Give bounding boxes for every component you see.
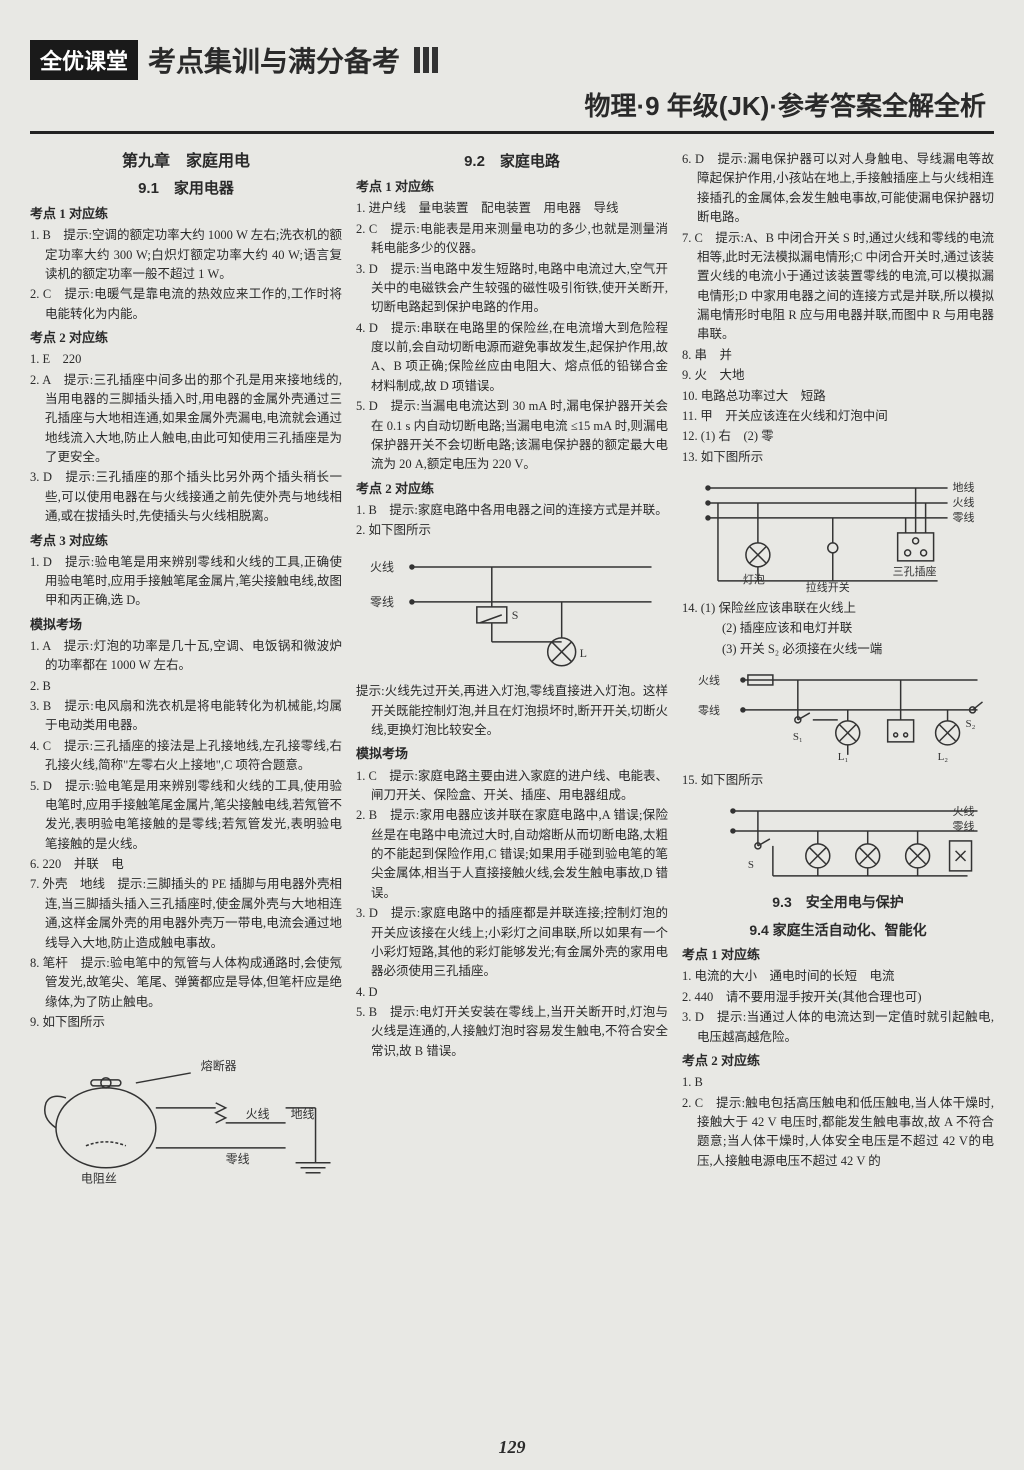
heading-kp2: 考点 2 对应练 bbox=[356, 479, 668, 499]
answer-item: 2. C 提示:触电包括高压触电和低压触电,当人体干燥时,接触大于 42 V 电… bbox=[682, 1094, 994, 1172]
answer-item: 4. C 提示:三孔插座的接法是上孔接地线,左孔接零线,右孔接火线,简称"左零右… bbox=[30, 737, 342, 776]
label-s: S bbox=[512, 607, 519, 621]
answer-item: 5. D 提示:验电笔是用来辨别零线和火线的工具,使用验电笔时,应用手接触笔尾金… bbox=[30, 777, 342, 855]
answer-item: 3. D 提示:三孔插座的那个插头比另外两个插头稍长一些,可以使用电器在与火线接… bbox=[30, 468, 342, 526]
answer-subitem: (3) 开关 S₂ 必须接在火线一端 bbox=[682, 640, 994, 659]
answer-item: 6. 220 并联 电 bbox=[30, 855, 342, 874]
two-lamp-circuit-diagram: 火线 零线 S₁ L₁ L₂ S₂ bbox=[688, 665, 988, 765]
label-socket: 三孔插座 bbox=[893, 564, 937, 578]
answer-item: 7. 外壳 地线 提示:三脚插头的 PE 插脚与用电器外壳相连,当三脚插头插入三… bbox=[30, 875, 342, 953]
answer-item: 7. C 提示:A、B 中闭合开关 S 时,通过火线和零线的电流相等,此时无法模… bbox=[682, 229, 994, 345]
section-9-4-title: 9.4 家庭生活自动化、智能化 bbox=[682, 920, 994, 942]
label-neutral: 零线 bbox=[226, 1152, 250, 1166]
answer-item: 8. 串 并 bbox=[682, 346, 994, 365]
label-s: S bbox=[748, 859, 754, 871]
answer-item: 5. B 提示:电灯开关安装在零线上,当开关断开时,灯泡与火线是连通的,人接触灯… bbox=[356, 1003, 668, 1061]
answer-item: 2. C 提示:电能表是用来测量电功的多少,也就是测量消耗电能多少的仪器。 bbox=[356, 220, 668, 259]
answer-item: 9. 火 大地 bbox=[682, 366, 994, 385]
main-title: 考点集训与满分备考 bbox=[148, 40, 400, 80]
answer-item: 11. 甲 开关应该连在火线和灯泡中间 bbox=[682, 407, 994, 426]
answer-hint: 提示:火线先过开关,再进入灯泡,零线直接进入灯泡。这样开关既能控制灯泡,并且在灯… bbox=[356, 682, 668, 740]
label-neutral: 零线 bbox=[953, 510, 975, 524]
label-neutral: 零线 bbox=[698, 703, 720, 717]
heading-kp1: 考点 1 对应练 bbox=[682, 945, 994, 965]
answer-item: 14. (1) 保险丝应该串联在火线上 bbox=[682, 599, 994, 618]
answer-item: 1. 电流的大小 通电时间的长短 电流 bbox=[682, 967, 994, 986]
answer-item: 13. 如下图所示 bbox=[682, 448, 994, 467]
label-hot: 火线 bbox=[953, 804, 975, 818]
answer-item: 2. B bbox=[30, 677, 342, 696]
answer-item: 5. D 提示:当漏电电流达到 30 mA 时,漏电保护器开关会在 0.1 s … bbox=[356, 397, 668, 475]
kettle-circuit-diagram: 熔断器 火线 地线 电阻丝 零线 bbox=[36, 1038, 336, 1188]
heading-kp1: 考点 1 对应练 bbox=[30, 204, 342, 224]
heading-mock: 模拟考场 bbox=[356, 744, 668, 764]
subtitle: 物理·9 年级(JK)·参考答案全解全析 bbox=[30, 86, 994, 123]
heading-kp2: 考点 2 对应练 bbox=[30, 328, 342, 348]
answer-item: 15. 如下图所示 bbox=[682, 771, 994, 790]
chapter-title: 第九章 家庭用电 bbox=[30, 150, 342, 175]
answer-item: 6. D 提示:漏电保护器可以对人身触电、导线漏电等故障起保护作用,小孩站在地上… bbox=[682, 150, 994, 228]
column-2: 9.2 家庭电路 考点 1 对应练 1. 进户线 量电装置 配电装置 用电器 导… bbox=[356, 150, 668, 1194]
answer-item: 10. 电路总功率过大 短路 bbox=[682, 387, 994, 406]
switch-lamp-diagram: 火线 零线 S L bbox=[362, 547, 662, 677]
label-l: L bbox=[580, 645, 587, 659]
answer-item: 3. D 提示:当电路中发生短路时,电路中电流过大,空气开关中的电磁铁会产生较强… bbox=[356, 260, 668, 318]
answer-item: 2. 440 请不要用湿手按开关(其他合理也可) bbox=[682, 988, 994, 1007]
section-9-2-title: 9.2 家庭电路 bbox=[356, 150, 668, 173]
label-resistor: 电阻丝 bbox=[81, 1172, 117, 1186]
answer-item: 2. C 提示:电暖气是靠电流的热效应来工作的,工作时将电能转化为内能。 bbox=[30, 285, 342, 324]
answer-item: 1. E 220 bbox=[30, 350, 342, 369]
answer-item: 1. 进户线 量电装置 配电装置 用电器 导线 bbox=[356, 199, 668, 218]
answer-item: 3. D 提示:当通过人体的电流达到一定值时就引起触电,电压越高越危险。 bbox=[682, 1008, 994, 1047]
label-l2: L₂ bbox=[938, 751, 949, 763]
answer-item: 3. D 提示:家庭电路中的插座都是并联连接;控制灯泡的开关应该接在火线上;小彩… bbox=[356, 904, 668, 982]
answer-item: 8. 笔杆 提示:验电笔中的氖管与人体构成通路时,会使氖管发光,故笔尖、笔尾、弹… bbox=[30, 954, 342, 1012]
column-3: 6. D 提示:漏电保护器可以对人身触电、导线漏电等故障起保护作用,小孩站在地上… bbox=[682, 150, 994, 1194]
answer-item: 1. B 提示:空调的额定功率大约 1000 W 左右;洗衣机的额定功率大约 3… bbox=[30, 226, 342, 284]
answer-item: 1. B bbox=[682, 1073, 994, 1092]
section-9-3-title: 9.3 安全用电与保护 bbox=[682, 892, 994, 914]
answer-item: 9. 如下图所示 bbox=[30, 1013, 342, 1032]
answer-item: 2. 如下图所示 bbox=[356, 521, 668, 540]
three-lamp-circuit-diagram: 火线 零线 S bbox=[688, 796, 988, 886]
answer-item: 2. B 提示:家用电器应该并联在家庭电路中,A 错误;保险丝是在电路中电流过大… bbox=[356, 806, 668, 903]
answer-item: 12. (1) 右 (2) 零 bbox=[682, 427, 994, 446]
heading-mock: 模拟考场 bbox=[30, 615, 342, 635]
title-bars-icon bbox=[414, 47, 438, 73]
label-ground: 地线 bbox=[953, 480, 975, 494]
answer-item: 2. A 提示:三孔插座中间多出的那个孔是用来接地线的,当用电器的三脚插头插入时… bbox=[30, 371, 342, 468]
column-1: 第九章 家庭用电 9.1 家用电器 考点 1 对应练 1. B 提示:空调的额定… bbox=[30, 150, 342, 1194]
label-switch: 拉线开关 bbox=[806, 580, 850, 593]
label-hot: 火线 bbox=[698, 673, 720, 687]
label-fuse: 熔断器 bbox=[201, 1058, 237, 1073]
label-bulb: 灯泡 bbox=[743, 572, 765, 586]
answer-item: 4. D 提示:串联在电路里的保险丝,在电流增大到危险程度以前,会自动切断电源而… bbox=[356, 319, 668, 397]
answer-subitem: (2) 插座应该和电灯并联 bbox=[682, 619, 994, 638]
answer-item: 4. D bbox=[356, 983, 668, 1002]
series-badge: 全优课堂 bbox=[30, 40, 138, 80]
heading-kp3: 考点 3 对应练 bbox=[30, 531, 342, 551]
label-hot: 火线 bbox=[953, 495, 975, 509]
label-s1: S₁ bbox=[793, 731, 803, 743]
label-ground: 地线 bbox=[291, 1107, 315, 1121]
label-s2: S₂ bbox=[966, 718, 976, 730]
answer-item: 1. B 提示:家庭电路中各用电器之间的连接方式是并联。 bbox=[356, 501, 668, 520]
answer-item: 1. C 提示:家庭电路主要由进入家庭的进户线、电能表、闸刀开关、保险盒、开关、… bbox=[356, 767, 668, 806]
label-l1: L₁ bbox=[838, 751, 849, 763]
section-9-1-title: 9.1 家用电器 bbox=[30, 177, 342, 200]
page-number: 129 bbox=[0, 1437, 1024, 1458]
label-neutral: 零线 bbox=[370, 594, 394, 608]
answer-item: 1. A 提示:灯泡的功率是几十瓦,空调、电饭锅和微波炉的功率都在 1000 W… bbox=[30, 637, 342, 676]
label-neutral: 零线 bbox=[953, 819, 975, 833]
label-hot: 火线 bbox=[246, 1107, 270, 1121]
header-rule bbox=[30, 131, 994, 134]
heading-kp2: 考点 2 对应练 bbox=[682, 1051, 994, 1071]
answer-item: 3. B 提示:电风扇和洗衣机是将电能转化为机械能,均属于电动类用电器。 bbox=[30, 697, 342, 736]
three-wire-circuit-diagram: 地线 火线 零线 灯泡 拉线开关 三孔插座 bbox=[688, 473, 988, 593]
answer-item: 1. D 提示:验电笔是用来辨别零线和火线的工具,正确使用验电笔时,应用手接触笔… bbox=[30, 553, 342, 611]
label-hot: 火线 bbox=[370, 559, 394, 573]
heading-kp1: 考点 1 对应练 bbox=[356, 177, 668, 197]
